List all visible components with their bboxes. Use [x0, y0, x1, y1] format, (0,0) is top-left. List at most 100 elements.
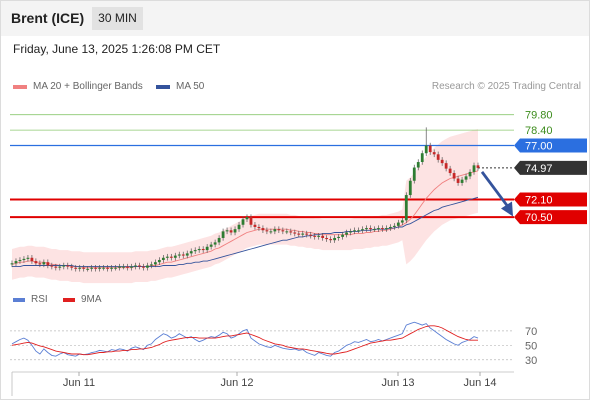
candle-body	[377, 228, 380, 230]
candle-body	[396, 222, 400, 226]
candle-body	[321, 235, 325, 238]
candle-body	[102, 267, 106, 269]
ma50-line	[12, 196, 479, 268]
timeframe-button[interactable]: 30 MIN	[92, 7, 143, 30]
candle-body	[420, 153, 424, 163]
candle-body	[58, 266, 62, 268]
x-tick-label: Jun 11	[63, 377, 95, 389]
candles-group	[10, 127, 480, 272]
candle-body	[30, 257, 34, 262]
rsi-swatch	[13, 297, 25, 302]
9ma-swatch	[63, 297, 75, 302]
candle-body	[110, 267, 113, 269]
candle-body	[277, 229, 281, 231]
candle-body	[388, 226, 392, 229]
instrument-name: Brent (ICE)	[11, 10, 85, 26]
candle-body	[440, 159, 444, 164]
candle-body	[221, 231, 225, 238]
level-label-77.00: 77.00	[525, 141, 553, 153]
candle-body	[193, 250, 197, 252]
candle-body	[165, 256, 169, 258]
candle-body	[38, 263, 42, 265]
legend-9ma: 9MA	[63, 294, 102, 305]
candle-body	[217, 237, 221, 243]
candle-body	[468, 171, 472, 177]
candle-body	[66, 265, 70, 267]
candle-body	[229, 230, 233, 233]
legend-ma20: MA 20 + Bollinger Bands	[13, 81, 143, 92]
candle-body	[353, 230, 356, 232]
ma20-label: MA 20 + Bollinger Bands	[33, 81, 143, 92]
candle-body	[392, 225, 396, 227]
candle-body	[18, 259, 22, 262]
candle-body	[341, 234, 344, 237]
candle-body	[10, 263, 14, 265]
projection-arrowhead	[501, 201, 513, 217]
level-tag-70.50	[514, 210, 587, 225]
level-label-78.40: 78.40	[525, 125, 553, 137]
ma20-swatch	[13, 84, 27, 89]
level-label-79.80: 79.80	[525, 110, 553, 122]
candle-body	[384, 228, 388, 230]
candle-body	[201, 248, 205, 251]
candle-body	[237, 224, 241, 230]
candle-body	[82, 267, 86, 269]
candle-body	[62, 265, 66, 267]
rsi-line	[11, 321, 479, 357]
candle-body	[86, 268, 90, 270]
legend-rsi: RSI	[13, 294, 48, 305]
candle-body	[189, 251, 193, 254]
candle-body	[22, 258, 26, 260]
candle-body	[26, 257, 30, 259]
candle-body	[146, 265, 149, 268]
candle-body	[381, 228, 384, 230]
candle-body	[153, 262, 157, 265]
candle-body	[106, 267, 109, 269]
rsi-tick-70: 70	[525, 326, 537, 338]
level-tag-74.97	[514, 160, 587, 175]
level-label-72.10: 72.10	[525, 194, 553, 206]
candle-body	[289, 231, 293, 233]
candle-body	[114, 267, 117, 269]
candle-body	[460, 179, 464, 183]
candle-body	[273, 229, 277, 232]
candle-body	[293, 232, 297, 234]
candle-body	[416, 162, 420, 168]
candle-body	[400, 220, 404, 223]
x-tick-label: Jun 12	[220, 377, 253, 389]
candle-body	[14, 261, 18, 264]
candle-body	[233, 229, 237, 233]
level-tag-72.10	[514, 192, 587, 207]
candle-body	[50, 265, 54, 267]
legend-ma50: MA 50	[156, 81, 204, 92]
candle-body	[177, 254, 181, 256]
candle-body	[444, 163, 448, 169]
candle-body	[197, 248, 201, 251]
candle-body	[265, 230, 269, 232]
candle-body	[54, 266, 58, 268]
candle-body	[404, 195, 408, 221]
candle-body	[34, 261, 38, 264]
ma20-line	[11, 170, 479, 269]
candle-body	[157, 259, 161, 263]
candle-body	[42, 262, 46, 265]
candle-body	[333, 237, 337, 241]
candle-body	[161, 257, 165, 260]
candle-body	[305, 233, 309, 235]
x-tick-label: Jun 14	[463, 377, 496, 389]
candle-body	[245, 217, 249, 220]
rsi-label: RSI	[31, 294, 48, 305]
candle-body	[297, 233, 301, 235]
candle-body	[98, 267, 102, 269]
candle-body	[118, 266, 121, 268]
candle-body	[269, 231, 273, 233]
ma50-swatch	[156, 84, 170, 89]
candle-body	[464, 176, 468, 180]
candle-body	[181, 254, 185, 256]
candle-body	[361, 229, 364, 231]
x-tick-label: Jun 13	[381, 377, 414, 389]
candle-body	[448, 168, 452, 174]
candle-body	[373, 229, 376, 231]
candle-body	[241, 219, 245, 225]
